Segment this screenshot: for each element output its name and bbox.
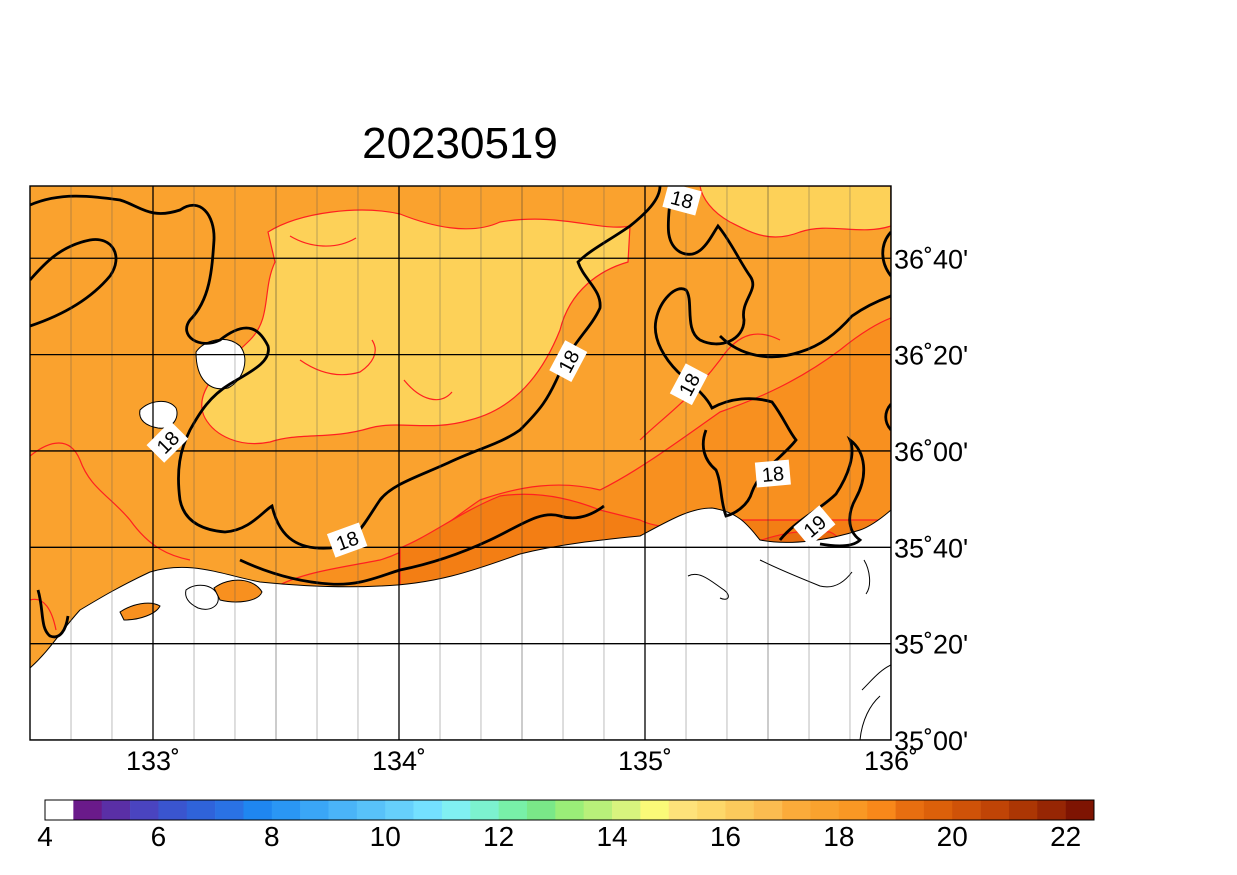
contour-18 [239, 504, 605, 586]
colorbar-swatch [952, 800, 981, 820]
colorbar-swatch [526, 800, 556, 820]
colorbar-swatch [555, 800, 584, 820]
colorbar-tick-label: 16 [710, 821, 741, 852]
colorbar-swatch [640, 800, 670, 820]
colorbar-swatch [186, 800, 216, 820]
contour-label-text: 18 [761, 463, 785, 487]
colorbar-swatch [45, 800, 74, 820]
colorbar-swatch [243, 800, 273, 820]
colorbar-swatch [158, 800, 188, 820]
contour-19 [778, 435, 866, 548]
coast-detail [687, 559, 891, 740]
contour-label-box [146, 421, 189, 463]
island-shape [139, 401, 178, 429]
longitude-tick-label: 135˚ [618, 746, 672, 776]
colorbar-swatch [612, 800, 641, 820]
latitude-tick-label: 35˚20' [894, 630, 968, 660]
contour-18 [881, 231, 891, 431]
longitude-tick-label: 136˚ [864, 746, 918, 776]
colorbar-swatch [810, 800, 840, 820]
colorbar-swatch [697, 800, 726, 820]
contour-18 [36, 589, 70, 639]
colorbar-swatch [838, 800, 868, 820]
sst-fill-cool-central [201, 209, 631, 445]
colorbar-swatch [867, 800, 896, 820]
contour-label: 18 [662, 186, 702, 216]
colorbar-swatch [498, 800, 528, 820]
colorbar-swatch [1065, 800, 1095, 820]
colorbar-swatch [356, 800, 386, 820]
latitude-tick-label: 36˚40' [894, 244, 968, 274]
contour-label-box [326, 522, 368, 558]
colorbar-swatch [300, 800, 329, 820]
colorbar-swatch [441, 800, 471, 820]
colorbar-swatch [583, 800, 613, 820]
longitude-tick-label: 133˚ [126, 746, 180, 776]
contour-label-box [793, 505, 836, 547]
longitude-tick-label: 134˚ [372, 746, 426, 776]
contour-18 [653, 186, 798, 518]
colorbar-swatch [725, 800, 755, 820]
sst-fill-cool-ne [699, 186, 891, 238]
colorbar-tick-label: 6 [151, 821, 167, 852]
colorbar [44, 799, 1095, 821]
latitude-axis: 35˚00' 35˚20' 35˚40' 36˚00' 36˚20' 36˚40' [894, 244, 968, 756]
colorbar-swatch [215, 800, 244, 820]
longitude-axis: 133˚ 134˚ 135˚ 136˚ [126, 734, 918, 776]
colorbar-tick-label: 4 [37, 821, 53, 852]
colorbar-swatch [101, 800, 131, 820]
latitude-tick-label: 35˚40' [894, 533, 968, 563]
contour-label-box [669, 363, 708, 406]
colorbar-tick-label: 22 [1050, 821, 1081, 852]
colorbar-swatch [980, 800, 1010, 820]
latitude-tick-label: 35˚00' [894, 726, 968, 756]
colorbar-swatch [753, 800, 783, 820]
colorbar-swatch [1037, 800, 1066, 820]
contour-18 [30, 186, 662, 550]
contour-red [289, 235, 453, 401]
colorbar-tick-label: 20 [937, 821, 968, 852]
colorbar-tick-label: 12 [483, 821, 514, 852]
latitude-tick-label: 36˚00' [894, 437, 968, 467]
contour-red [30, 333, 781, 631]
latitude-tick-label: 36˚20' [894, 341, 968, 371]
colorbar-tick-label: 14 [596, 821, 627, 852]
colorbar-swatch [895, 800, 925, 820]
contour-label: 18 [754, 459, 791, 488]
colorbar-tick-label: 8 [264, 821, 280, 852]
colorbar-tick-labels: 4 6 8 10 12 14 16 18 20 22 [37, 821, 1081, 852]
colorbar-swatch [923, 800, 953, 820]
colorbar-swatch [413, 800, 443, 820]
land-mask [30, 507, 891, 740]
colorbar-frame [44, 799, 1095, 821]
colorbar-swatch [1008, 800, 1038, 820]
contour-label-box [662, 186, 702, 216]
island-shape [185, 584, 219, 610]
colorbar-swatch [130, 800, 159, 820]
map-frame [29, 185, 892, 741]
island-shape [213, 579, 263, 603]
contour-label-box [754, 459, 791, 488]
colorbar-swatch [782, 800, 811, 820]
colorbar-swatch [328, 800, 358, 820]
contour-label-box [549, 340, 588, 383]
colorbar-swatch [271, 800, 301, 820]
colorbar-swatch [470, 800, 499, 820]
contour-label: 18 [549, 340, 588, 383]
island-shape [119, 602, 161, 621]
colorbar-swatch [668, 800, 698, 820]
map-title: 20230519 [362, 119, 558, 168]
colorbar-swatch [73, 800, 103, 820]
colorbar-tick-label: 10 [370, 821, 401, 852]
colorbar-swatch [385, 800, 414, 820]
colorbar-tick-label: 18 [823, 821, 854, 852]
